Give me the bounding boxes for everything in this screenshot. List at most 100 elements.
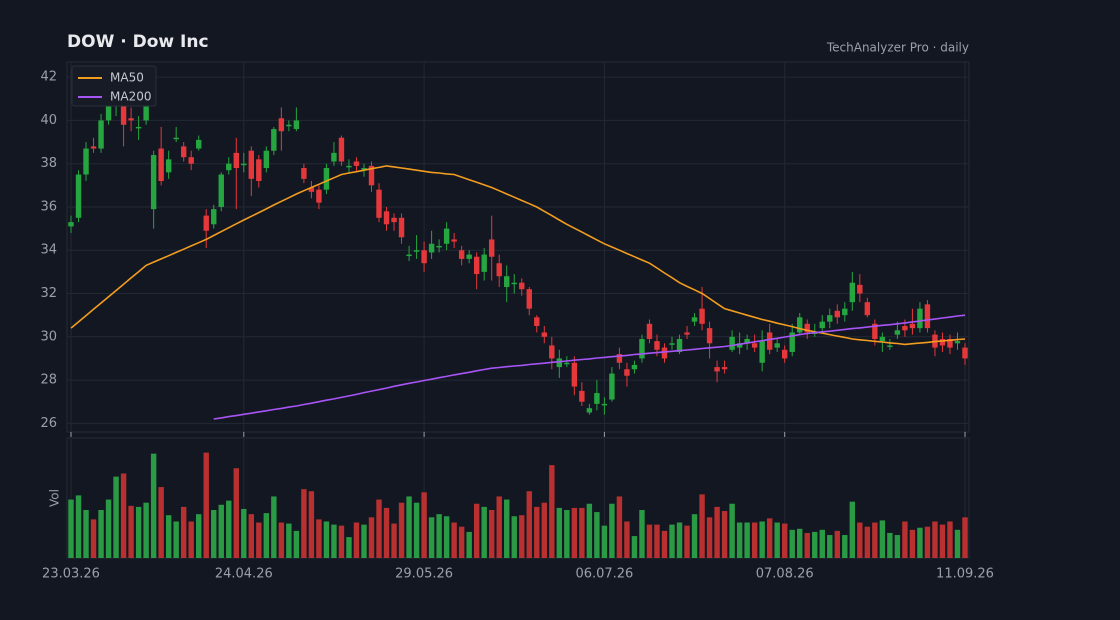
volume-bar [797,528,803,558]
volume-bar [864,526,871,558]
candle-body [781,349,788,359]
chart-title: DOW · Dow Inc [67,32,209,52]
volume-bar [316,519,322,558]
volume-bar [451,522,457,558]
volume-bar [601,525,608,558]
y-tick-label: 26 [40,416,57,431]
candle-body [917,308,923,329]
candle-body [406,254,412,257]
candle-body [789,332,795,352]
candle-body [902,325,908,331]
volume-bar [759,521,765,558]
volume-bar [887,532,893,558]
volume-bar [954,529,961,558]
volume-bar [421,492,427,558]
volume-bar [624,521,630,558]
volume-bar [226,500,232,558]
volume-bar [248,514,255,558]
candle-body [909,323,916,329]
volume-bar [564,510,570,558]
volume-bar [180,506,187,558]
candle-body [699,308,705,324]
volume-bar [812,531,818,558]
candle-body [473,256,480,275]
candle-body [736,343,743,348]
candle-body [241,163,247,166]
candle-body [75,174,82,218]
candle-body [706,328,713,344]
volume-panel [66,437,970,559]
volume-bar [406,496,412,558]
candle-body [616,354,623,363]
candle-body [451,239,457,242]
candle-body [766,332,773,350]
volume-bar [654,524,660,558]
candle-body [834,310,840,318]
candle-body [872,323,878,339]
candle-body [391,217,397,223]
volume-bar [721,511,728,558]
volume-bar [924,526,931,558]
candle-body [248,150,255,179]
subtitle: TechAnalyzer Pro · daily [826,41,969,55]
candle-body [842,308,848,316]
volume-bar [143,502,149,558]
volume-bar [519,515,525,558]
candle-body [316,189,322,203]
candle-body [519,282,525,290]
volume-bar [368,517,375,558]
y-tick-label: 28 [40,373,57,388]
legend-label: MA50 [110,71,144,85]
candle-body [609,373,615,400]
candle-body [849,282,856,303]
x-tick-label: 11.09.26 [936,567,994,582]
volume-bar [338,525,345,558]
candle-body [556,358,563,368]
candle-body [729,336,735,350]
candle-body [586,408,593,413]
volume-bar [909,529,916,558]
volume-bar [173,521,179,558]
y-tick-label: 42 [40,70,57,85]
volume-bar [947,521,953,558]
y-tick-label: 34 [40,243,57,258]
candle-body [466,254,472,259]
volume-bar [646,524,653,558]
volume-bar [233,468,239,558]
candle-body [361,168,367,170]
volume-bar [293,530,300,558]
volume-bar [691,514,698,558]
volume-bar [188,521,194,558]
volume-bar [413,502,420,558]
candle-body [368,165,375,186]
volume-bar [113,476,119,558]
x-tick-label: 23.03.26 [42,567,100,582]
volume-bar [443,516,450,558]
candle-body [939,338,946,346]
volume-bar [526,491,532,558]
volume-bar [729,503,735,558]
volume-bar [744,522,750,558]
y-tick-label: 30 [40,329,57,344]
candle-body [158,148,164,182]
candle-body [534,317,540,326]
volume-bar [383,507,390,558]
candle-body [962,347,968,359]
candle-body [383,211,390,225]
y-tick-label: 40 [40,113,57,128]
candle-body [541,332,547,337]
candle-body [894,330,901,335]
volume-bar [699,494,705,558]
candle-body [887,345,893,347]
volume-bar [571,507,578,558]
candle-body [443,228,450,244]
volume-bar [98,510,104,558]
volume-bar [308,491,315,558]
candle-body [338,137,345,162]
volume-bar [353,522,360,558]
volume-bar [857,522,863,558]
volume-bar [271,496,277,558]
candle-body [526,289,532,309]
volume-bar [361,524,367,558]
candle-body [180,146,187,158]
